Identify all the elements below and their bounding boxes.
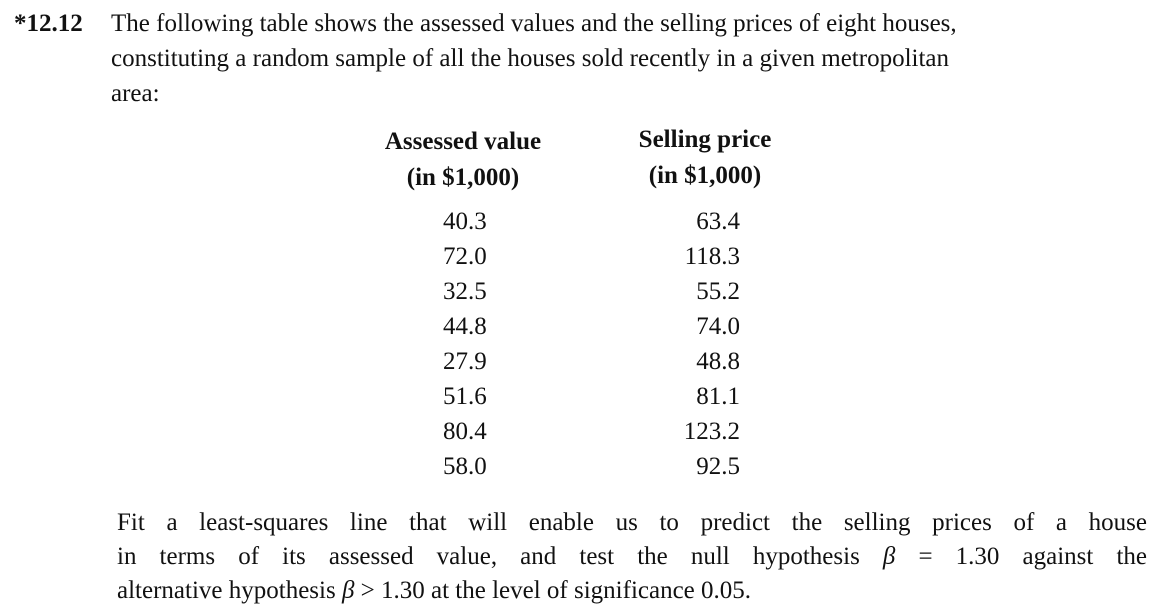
question-line-3-text: alternative hypothesis bbox=[117, 577, 342, 604]
question-line-2-tail: = 1.30 against the bbox=[895, 543, 1147, 570]
assessed-value-cell: 51.6 bbox=[443, 383, 487, 410]
assessed-value-cell: 27.9 bbox=[443, 348, 487, 375]
assessed-value-header: Assessed value (in $1,000) bbox=[358, 124, 568, 196]
assessed-value-cell: 32.5 bbox=[443, 278, 487, 305]
assessed-value-column: 40.3 72.0 32.5 44.8 27.9 51.6 80.4 58.0 bbox=[443, 204, 487, 484]
selling-price-cell: 118.3 bbox=[684, 243, 740, 270]
selling-price-cell: 92.5 bbox=[696, 453, 740, 480]
assessed-value-cell: 72.0 bbox=[443, 243, 487, 270]
selling-price-cell: 55.2 bbox=[696, 278, 740, 305]
assessed-value-cell: 40.3 bbox=[443, 208, 487, 235]
intro-line-2: constituting a random sample of all the … bbox=[111, 45, 950, 72]
beta-symbol: β bbox=[341, 577, 355, 604]
question-line-2: in terms of its assessed value, and test… bbox=[117, 540, 1147, 574]
intro-line-1: The following table shows the assessed v… bbox=[111, 10, 957, 37]
selling-price-header: Selling price (in $1,000) bbox=[600, 122, 810, 194]
assessed-value-header-title: Assessed value bbox=[384, 128, 542, 155]
selling-price-header-title: Selling price bbox=[638, 126, 772, 153]
selling-price-column: 63.4 118.3 55.2 74.0 48.8 81.1 123.2 92.… bbox=[660, 204, 740, 484]
selling-price-cell: 123.2 bbox=[683, 418, 740, 445]
assessed-value-cell: 80.4 bbox=[443, 418, 487, 445]
problem-intro: The following table shows the assessed v… bbox=[111, 6, 1141, 111]
assessed-value-cell: 58.0 bbox=[443, 453, 487, 480]
problem-question: Fit a least-squares line that will enabl… bbox=[117, 506, 1147, 608]
selling-price-header-unit: (in $1,000) bbox=[648, 162, 762, 189]
selling-price-cell: 74.0 bbox=[696, 313, 740, 340]
selling-price-cell: 48.8 bbox=[696, 348, 740, 375]
question-line-1: Fit a least-squares line that will enabl… bbox=[117, 509, 1147, 536]
question-line-3-tail: > 1.30 at the level of significance 0.05… bbox=[354, 577, 752, 604]
intro-line-3: area: bbox=[111, 80, 160, 107]
assessed-value-header-unit: (in $1,000) bbox=[406, 164, 520, 191]
assessed-value-cell: 44.8 bbox=[443, 313, 487, 340]
beta-symbol: β bbox=[882, 543, 896, 570]
selling-price-cell: 63.4 bbox=[696, 208, 740, 235]
problem-number: *12.12 bbox=[14, 10, 83, 37]
question-line-3: alternative hypothesis β > 1.30 at the l… bbox=[117, 574, 1147, 608]
selling-price-cell: 81.1 bbox=[696, 383, 740, 410]
question-line-2-text: in terms of its assessed value, and test… bbox=[117, 543, 883, 570]
